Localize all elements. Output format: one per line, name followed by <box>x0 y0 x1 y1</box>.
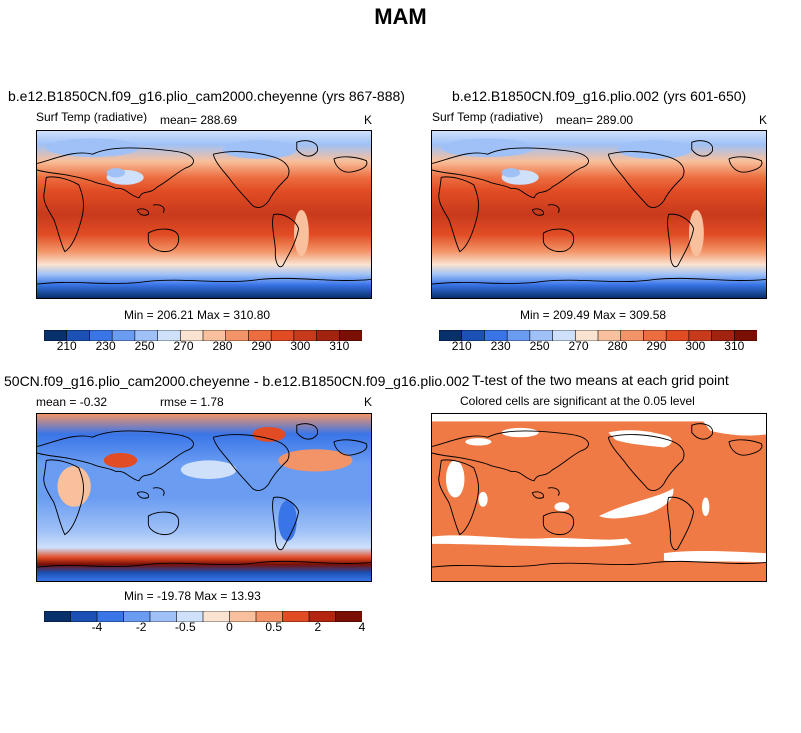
panel2-mean: mean= 289.00 <box>556 113 634 127</box>
panel2-colorbar-swatches <box>438 329 758 342</box>
panel3-colorbar-labels: -4 -2 -0.5 0 0.5 2 4 <box>44 620 366 634</box>
colorbar-tick-label: 230 <box>95 339 116 353</box>
colorbar-tick-label: -2 <box>135 620 147 634</box>
colorbar-tick-label: 210 <box>451 339 472 353</box>
colorbar-tick-label: 0 <box>226 620 233 634</box>
colorbar-tick-label: -4 <box>91 620 103 634</box>
colorbar-tick-label: 2 <box>314 620 322 634</box>
colorbar-tick-label: 4 <box>358 620 366 634</box>
panel2-minmax: Min = 209.49 Max = 309.58 <box>520 308 667 322</box>
panel3-mean: mean = -0.32 <box>36 395 108 409</box>
panel1-minmax: Min = 206.21 Max = 310.80 <box>124 308 271 322</box>
colorbar-tick-label: 270 <box>173 339 194 353</box>
panel2-title: b.e12.B1850CN.f09_g16.plio.002 (yrs 601-… <box>452 88 747 104</box>
colorbar-tick-label: 230 <box>490 339 511 353</box>
panel2-units: K <box>759 113 768 127</box>
colorbar-tick-label: 310 <box>329 339 350 353</box>
panel2-map <box>431 130 767 299</box>
colorbar-tick-label: 290 <box>251 339 272 353</box>
panel1-colorbar <box>43 328 363 342</box>
panel4-title: T-test of the two means at each grid poi… <box>472 372 729 388</box>
colorbar-tick-label: 280 <box>212 339 233 353</box>
colorbar-tick-label: 210 <box>56 339 77 353</box>
panel3-colorbar-swatches <box>43 610 363 623</box>
colorbar-tick-label: 270 <box>568 339 589 353</box>
colorbar-tick-label: 250 <box>529 339 550 353</box>
panel3-rmse: rmse = 1.78 <box>160 395 224 409</box>
panel1-map <box>36 130 372 299</box>
colorbar-tick-label: 310 <box>724 339 745 353</box>
colorbar-tick-label: 0.5 <box>265 620 282 634</box>
panel4-map <box>431 413 767 582</box>
colorbar-tick-label: -0.5 <box>174 620 196 634</box>
colorbar-tick-label: 280 <box>607 339 628 353</box>
panel1-colorbar-labels: 210 230 250 270 280 290 300 310 <box>44 339 362 353</box>
panel2-variable: Surf Temp (radiative) <box>432 110 544 124</box>
panel3-units: K <box>364 395 373 409</box>
figure-title: MAM <box>374 4 427 29</box>
panel1-mean: mean= 288.69 <box>160 113 238 127</box>
panel2-colorbar-labels: 210 230 250 270 280 290 300 310 <box>439 339 757 353</box>
panel3-colorbar <box>43 609 363 623</box>
colorbar-tick-label: 250 <box>134 339 155 353</box>
panel1-units: K <box>364 113 373 127</box>
colorbar-tick-label: 300 <box>685 339 706 353</box>
panel4-subtitle: Colored cells are significant at the 0.0… <box>460 394 695 408</box>
colorbar-tick-label: 300 <box>290 339 311 353</box>
panel1-title: b.e12.B1850CN.f09_g16.plio_cam2000.cheye… <box>8 88 405 104</box>
panel3-map <box>36 413 372 582</box>
colorbar-tick-label: 290 <box>646 339 667 353</box>
panel3-minmax: Min = -19.78 Max = 13.93 <box>124 589 261 603</box>
panel2-colorbar <box>438 328 758 342</box>
panel3-title: 50CN.f09_g16.plio_cam2000.cheyenne - b.e… <box>4 373 470 389</box>
panel1-variable: Surf Temp (radiative) <box>36 110 148 124</box>
